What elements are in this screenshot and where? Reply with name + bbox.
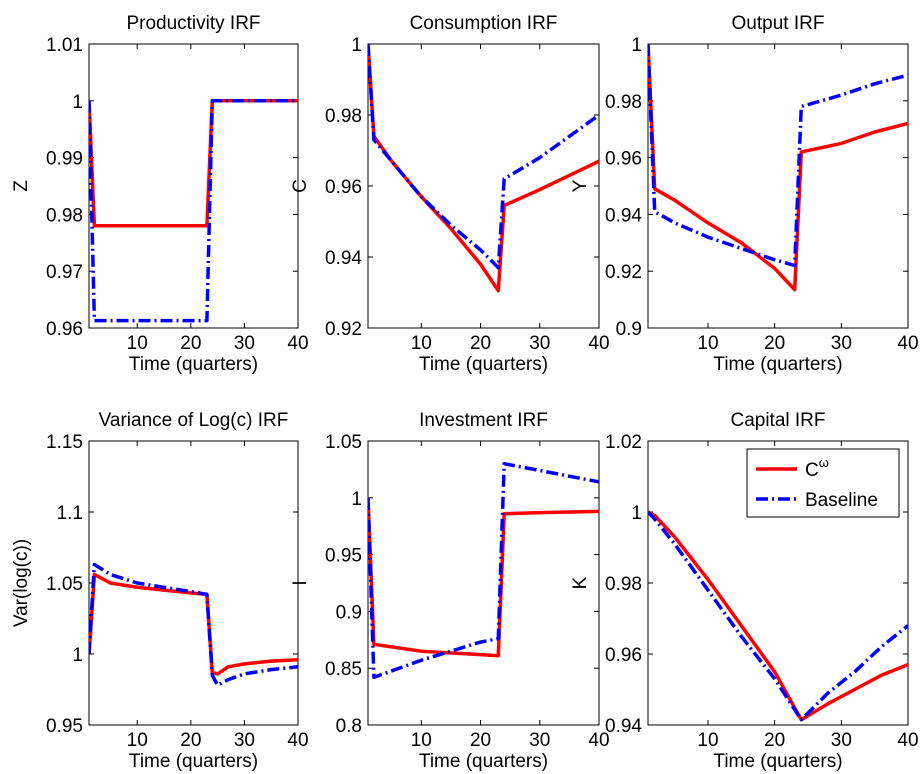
x-axis-label: Time (quarters): [129, 751, 258, 772]
y-tick-label: 0.92: [605, 262, 642, 283]
y-axis-label: Z: [11, 180, 32, 192]
x-tick-label: 10: [411, 333, 432, 354]
y-tick-label: 1.1: [57, 503, 83, 524]
x-tick-label: 10: [697, 333, 718, 354]
y-axis-label: I: [290, 580, 311, 585]
series-line-baseline: [89, 99, 298, 323]
series-line-baseline: [89, 562, 298, 687]
subplot-title: Output IRF: [732, 13, 825, 34]
subplot-1: 10 20 30 40 0.96 0.97 0.98 0.99 1 1.01 Productivit…: [11, 13, 309, 375]
x-tick-label: 40: [588, 333, 609, 354]
y-tick-label: 0.9: [616, 319, 642, 340]
legend-label: Baseline: [805, 490, 878, 511]
x-tick-label: 30: [831, 730, 852, 751]
series-line-comega: [368, 497, 599, 658]
y-tick-label: 0.98: [325, 106, 362, 127]
x-tick-label: 40: [287, 333, 308, 354]
y-tick-label: 0.94: [605, 205, 642, 226]
subplot-5: 10 20 30 40 0.8 0.85 0.9 0.95 1 1.05 Investment IR…: [290, 410, 610, 772]
x-tick-label: 10: [127, 333, 148, 354]
subplot-title: Productivity IRF: [126, 13, 260, 34]
x-tick-label: 40: [897, 333, 918, 354]
y-tick-label: 1.01: [46, 35, 83, 56]
y-tick-label: 0.96: [325, 177, 362, 198]
series-line-baseline: [368, 44, 599, 270]
y-tick-label: 0.9: [336, 602, 362, 623]
subplot-title: Capital IRF: [730, 410, 825, 431]
y-axis-label: Y: [570, 179, 591, 192]
x-tick-label: 20: [470, 333, 491, 354]
y-tick-label: 1.15: [46, 432, 83, 453]
y-tick-label: 0.96: [46, 319, 83, 340]
x-tick-label: 20: [180, 730, 201, 751]
x-tick-label: 30: [529, 333, 550, 354]
y-tick-label: 1: [631, 35, 642, 56]
subplot-2: 10 20 30 40 0.92 0.94 0.96 0.98 1 Consumption IRF…: [290, 13, 610, 375]
subplot-3: 10 20 30 40 0.9 0.92 0.94 0.96 0.98 1 Output IRF Ti…: [570, 13, 919, 375]
y-tick-label: 0.96: [605, 149, 642, 170]
x-axis-label: Time (quarters): [713, 354, 842, 375]
series-line-comega: [648, 510, 908, 722]
x-tick-label: 30: [529, 730, 550, 751]
x-tick-label: 40: [588, 730, 609, 751]
y-tick-label: 0.98: [605, 574, 642, 595]
legend-label-superscript: ω: [819, 455, 829, 470]
x-tick-label: 30: [234, 730, 255, 751]
y-tick-label: 0.94: [325, 248, 362, 269]
x-axis-label: Time (quarters): [419, 354, 548, 375]
y-tick-label: 1.05: [46, 574, 83, 595]
y-tick-label: 0.95: [46, 716, 83, 737]
series-line-baseline: [368, 461, 599, 680]
x-tick-label: 10: [127, 730, 148, 751]
y-tick-label: 1: [351, 35, 362, 56]
y-tick-label: 0.99: [46, 149, 83, 170]
y-axis-label: Var(log(c)): [11, 539, 32, 627]
y-tick-label: 0.98: [605, 92, 642, 113]
y-tick-label: 0.96: [605, 645, 642, 666]
y-tick-label: 1.05: [325, 432, 362, 453]
y-tick-label: 0.85: [325, 659, 362, 680]
y-axis-label: C: [290, 179, 311, 193]
x-axis-label: Time (quarters): [129, 354, 258, 375]
y-axis-label: K: [570, 576, 591, 589]
y-tick-label: 1: [631, 503, 642, 524]
axes-frame: [367, 440, 600, 726]
series-line-baseline: [648, 44, 908, 268]
y-tick-label: 0.97: [46, 262, 83, 283]
x-axis-label: Time (quarters): [419, 751, 548, 772]
x-tick-label: 30: [831, 333, 852, 354]
x-axis-label: Time (quarters): [713, 751, 842, 772]
y-tick-label: 0.95: [325, 546, 362, 567]
y-tick-label: 0.8: [336, 716, 362, 737]
y-tick-label: 0.94: [605, 716, 642, 737]
x-tick-label: 20: [764, 730, 785, 751]
x-tick-label: 40: [287, 730, 308, 751]
series-line-comega: [648, 44, 908, 292]
x-tick-label: 20: [764, 333, 785, 354]
subplot-grid: 10 20 30 40 0.96 0.97 0.98 0.99 1 1.01 Productivit…: [11, 13, 919, 772]
x-tick-label: 20: [470, 730, 491, 751]
x-tick-label: 40: [897, 730, 918, 751]
axes-frame: [647, 43, 909, 329]
series-line-baseline: [648, 510, 908, 722]
legend-box: [746, 448, 900, 518]
subplot-title: Investment IRF: [419, 410, 548, 431]
y-tick-label: 1.02: [605, 432, 642, 453]
axes-frame: [367, 43, 600, 329]
subplot-4: 10 20 30 40 0.95 1 1.05 1.1 1.15 Variance of Log(…: [11, 410, 309, 772]
y-tick-label: 1: [72, 92, 83, 113]
subplot-title: Consumption IRF: [410, 13, 558, 34]
x-tick-label: 30: [234, 333, 255, 354]
axes-frame: [88, 43, 299, 329]
y-tick-label: 0.92: [325, 319, 362, 340]
y-tick-label: 1: [351, 489, 362, 510]
subplot-title: Variance of Log(c) IRF: [99, 410, 289, 431]
y-tick-label: 1: [72, 645, 83, 666]
x-tick-label: 20: [180, 333, 201, 354]
y-tick-label: 0.98: [46, 205, 83, 226]
x-tick-label: 10: [697, 730, 718, 751]
x-tick-label: 10: [411, 730, 432, 751]
